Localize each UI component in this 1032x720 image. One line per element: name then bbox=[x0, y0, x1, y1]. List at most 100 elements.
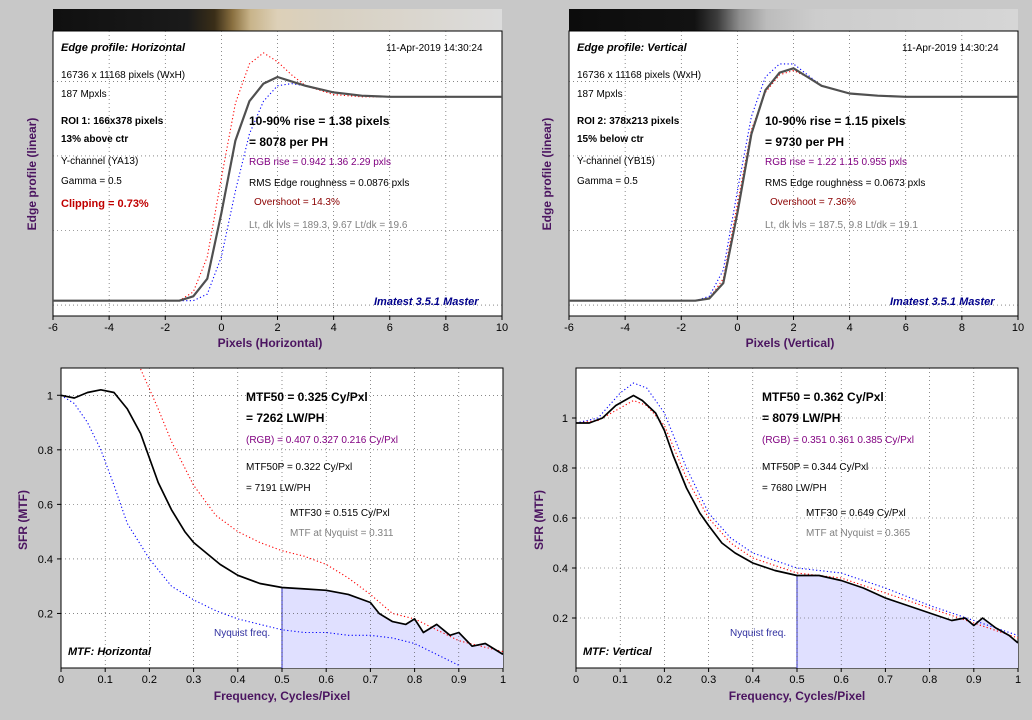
mtf-v-corner-label: MTF: Vertical bbox=[583, 646, 653, 658]
luminance-curve bbox=[60, 388, 504, 656]
edge-h-colorbar bbox=[53, 9, 502, 31]
edge-h-ylabel: Edge profile (linear) bbox=[25, 118, 39, 231]
x-tick-label: 0.3 bbox=[701, 674, 716, 686]
x-tick-label: 0.1 bbox=[613, 674, 628, 686]
mtf-h-mtf50p-lwph: = 7191 LW/PH bbox=[246, 483, 311, 494]
nyquist-region-fill bbox=[797, 575, 1018, 668]
edge-h-overshoot: Overshoot = 14.3% bbox=[254, 197, 340, 208]
mtf-h-mtf30: MTF30 = 0.515 Cy/Pxl bbox=[290, 508, 390, 519]
y-tick-label: 0.4 bbox=[38, 554, 53, 566]
y-tick-label: 0.8 bbox=[38, 445, 53, 457]
edge-v-overshoot: Overshoot = 7.36% bbox=[770, 197, 856, 208]
edge-h-levels: Lt, dk lvls = 189.3, 9.67 Lt/dk = 19.6 bbox=[249, 220, 408, 231]
edge-v-plot-area bbox=[568, 30, 1019, 317]
x-tick-label: 0 bbox=[734, 322, 740, 334]
edge-v-info-location: 15% below ctr bbox=[577, 134, 644, 145]
mtf-h-lwph: = 7262 LW/PH bbox=[246, 411, 324, 425]
edge-h-info-gamma: Gamma = 0.5 bbox=[61, 176, 122, 187]
x-tick-label: 0 bbox=[58, 674, 64, 686]
x-tick-label: -6 bbox=[564, 322, 574, 334]
x-tick-label: 0.5 bbox=[274, 674, 289, 686]
mtf-v-nyquist-label: Nyquist freq. bbox=[730, 628, 786, 639]
mtf-v-ylabel: SFR (MTF) bbox=[532, 490, 546, 550]
edge-h-panel: -6 -4 -2 0 2 4 6 8 10 Edge profile: Horizontal 1… bbox=[25, 9, 508, 350]
mtf-v-nyquist-value: MTF at Nyquist = 0.365 bbox=[806, 528, 911, 539]
x-tick-label: 0.9 bbox=[451, 674, 466, 686]
luminance-curve bbox=[569, 67, 1018, 302]
y-tick-label: 0.6 bbox=[38, 499, 53, 511]
mtf-v-panel: 0 0.1 0.2 0.3 0.4 0.5 0.6 0.7 0.8 0.9 1 0.2 0.4 0.6 0… bbox=[532, 367, 1021, 703]
edge-v-ylabel: Edge profile (linear) bbox=[540, 118, 554, 231]
mtf-h-rgb: (RGB) = 0.407 0.327 0.216 Cy/Pxl bbox=[246, 435, 398, 446]
x-tick-label: 6 bbox=[903, 322, 909, 334]
edge-h-plot-area bbox=[52, 30, 503, 317]
x-tick-label: 0.4 bbox=[230, 674, 245, 686]
edge-h-xlabel: Pixels (Horizontal) bbox=[218, 336, 323, 350]
edge-v-master: Imatest 3.5.1 Master bbox=[890, 296, 995, 308]
x-tick-label: 0.8 bbox=[922, 674, 937, 686]
luminance-curve bbox=[576, 394, 1019, 644]
mtf-v-lwph: = 8079 LW/PH bbox=[762, 411, 840, 425]
y-tick-label: 0.2 bbox=[38, 608, 53, 620]
edge-h-master: Imatest 3.5.1 Master bbox=[374, 296, 479, 308]
edge-v-colorbar bbox=[569, 9, 1018, 31]
edge-v-timestamp: 11-Apr-2019 14:30:24 bbox=[902, 43, 999, 54]
y-tick-label: 0.4 bbox=[553, 563, 568, 575]
x-tick-label: 6 bbox=[387, 322, 393, 334]
y-tick-label: 0.2 bbox=[553, 613, 568, 625]
x-tick-label: 2 bbox=[274, 322, 280, 334]
red-channel-curve bbox=[569, 69, 1018, 302]
y-tick-label: 1 bbox=[47, 390, 53, 402]
x-tick-label: 8 bbox=[959, 322, 965, 334]
x-tick-label: 4 bbox=[331, 322, 337, 334]
edge-h-info-size: 16736 x 11168 pixels (WxH) bbox=[61, 70, 185, 81]
x-tick-label: 0.6 bbox=[834, 674, 849, 686]
mtf-v-xlabel: Frequency, Cycles/Pixel bbox=[729, 689, 866, 703]
edge-h-roughness: RMS Edge roughness = 0.0876 pxls bbox=[249, 178, 409, 189]
mtf-v-mtf50p-lwph: = 7680 LW/PH bbox=[762, 483, 827, 494]
x-tick-label: 0.6 bbox=[319, 674, 334, 686]
mtf-h-corner-label: MTF: Horizontal bbox=[68, 646, 152, 658]
blue-channel-curve bbox=[569, 63, 1018, 302]
x-tick-label: -4 bbox=[620, 322, 630, 334]
x-tick-label: 0.1 bbox=[98, 674, 113, 686]
x-tick-label: 1 bbox=[500, 674, 506, 686]
x-tick-label: 0.3 bbox=[186, 674, 201, 686]
x-tick-label: 4 bbox=[847, 322, 853, 334]
edge-v-panel: -6 -4 -2 0 2 4 6 8 10 Edge profile: Vertical 11-… bbox=[540, 9, 1024, 350]
edge-v-rise: 10-90% rise = 1.15 pixels bbox=[765, 114, 906, 128]
x-tick-label: -4 bbox=[104, 322, 114, 334]
x-tick-label: 0 bbox=[218, 322, 224, 334]
edge-v-info-mpxls: 187 Mpxls bbox=[577, 89, 623, 100]
mtf-h-nyquist-value: MTF at Nyquist = 0.311 bbox=[290, 528, 394, 539]
mtf-h-ylabel: SFR (MTF) bbox=[16, 490, 30, 550]
x-tick-label: -2 bbox=[676, 322, 686, 334]
y-tick-label: 1 bbox=[562, 413, 568, 425]
edge-v-info-channel: Y-channel (YB15) bbox=[577, 156, 655, 167]
edge-v-xlabel: Pixels (Vertical) bbox=[746, 336, 835, 350]
edge-v-levels: Lt, dk lvls = 187.5, 9.8 Lt/dk = 19.1 bbox=[765, 220, 918, 231]
blue-channel-curve bbox=[60, 394, 460, 666]
x-tick-label: 1 bbox=[1015, 674, 1021, 686]
edge-h-rise: 10-90% rise = 1.38 pixels bbox=[249, 114, 390, 128]
mtf-v-mtf50p: MTF50P = 0.344 Cy/Pxl bbox=[762, 462, 868, 473]
blue-channel-curve bbox=[53, 83, 502, 302]
edge-v-header: Edge profile: Vertical bbox=[577, 42, 688, 54]
edge-h-clipping: Clipping = 0.73% bbox=[61, 198, 149, 210]
x-tick-label: 0.5 bbox=[789, 674, 804, 686]
edge-h-timestamp: 11-Apr-2019 14:30:24 bbox=[386, 43, 483, 54]
x-tick-label: 0.2 bbox=[657, 674, 672, 686]
x-tick-label: 10 bbox=[1012, 322, 1024, 334]
luminance-curve bbox=[53, 75, 502, 302]
mtf-v-mtf30: MTF30 = 0.649 Cy/Pxl bbox=[806, 508, 906, 519]
nyquist-region-fill bbox=[282, 587, 503, 668]
edge-h-info-roi: ROI 1: 166x378 pixels bbox=[61, 116, 164, 127]
x-tick-label: -2 bbox=[160, 322, 170, 334]
x-tick-label: 0.7 bbox=[363, 674, 378, 686]
edge-h-rgb-rise: RGB rise = 0.942 1.36 2.29 pxls bbox=[249, 157, 391, 168]
x-tick-label: 0.2 bbox=[142, 674, 157, 686]
mtf-h-xlabel: Frequency, Cycles/Pixel bbox=[214, 689, 351, 703]
edge-h-info-channel: Y-channel (YA13) bbox=[61, 156, 138, 167]
x-tick-label: 2 bbox=[790, 322, 796, 334]
